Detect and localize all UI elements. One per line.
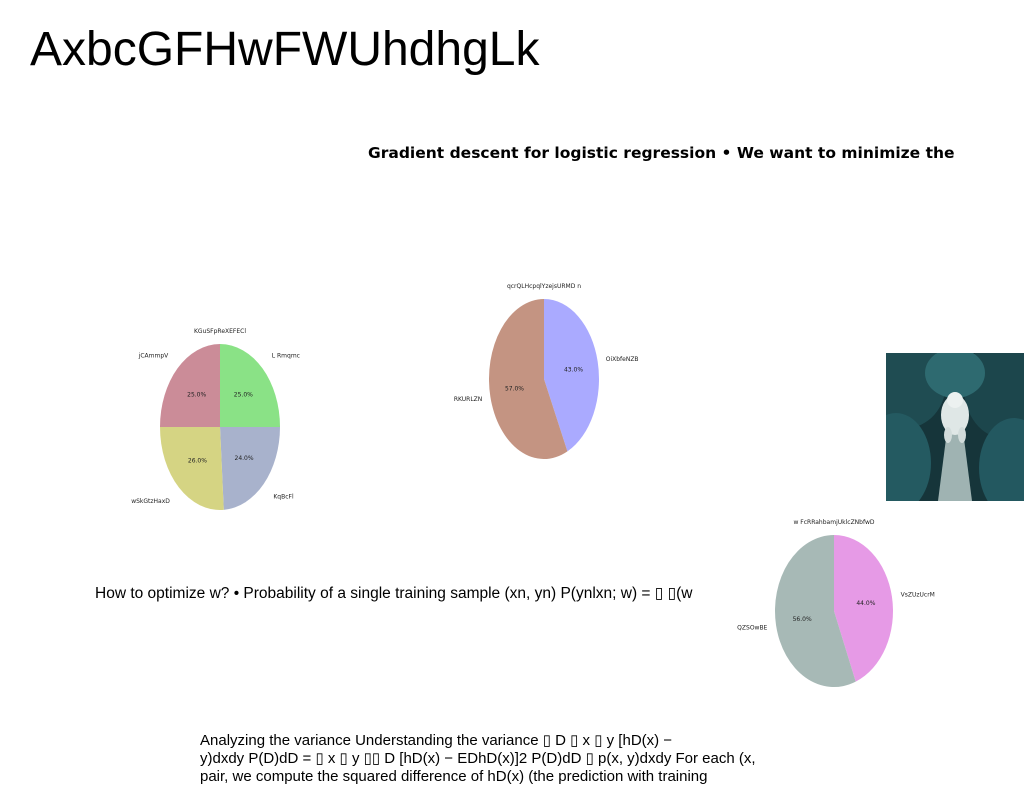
pie-chart-3: w FcRRahbamjUklcZNbfwD VsZUzUcrM 44.0% QZSO…: [737, 519, 935, 687]
body-text-1: How to optimize w? • Probability of a si…: [95, 585, 693, 602]
pie-chart-1: KGuSFpReXEFECl L Rmqmc 25.0% KqBcFl 24.0% wSk…: [131, 328, 300, 510]
pie-slice-label: jCAmmpV: [138, 352, 169, 359]
body-text-2-line: y)dxdy P(D)dD = ▯ x ▯ y ▯▯ D [hD(x) − ED…: [200, 750, 756, 767]
pie-slice: [834, 535, 893, 682]
pie-title: KGuSFpReXEFECl: [194, 328, 246, 335]
pie-value-label: 24.0%: [235, 455, 254, 462]
pie-slice-label: OiXbfeNZB: [606, 356, 639, 363]
slide-subtitle: Gradient descent for logistic regression…: [368, 144, 955, 162]
pie-value-label: 44.0%: [856, 600, 875, 607]
body-text-2-line: Analyzing the variance Understanding the…: [200, 732, 673, 749]
pie-value-label: 26.0%: [188, 457, 207, 464]
pie-slice-label: RKURLZN: [454, 396, 482, 403]
pie-slice-label: L Rmqmc: [272, 352, 300, 359]
slide-title: AxbcGFHwFWUhdhgLk: [30, 23, 540, 76]
pie-value-label: 57.0%: [505, 386, 524, 393]
body-text-2-line: pair, we compute the squared difference …: [200, 768, 708, 785]
pie-value-label: 43.0%: [564, 366, 583, 373]
pie-value-label: 25.0%: [187, 392, 206, 399]
dog-photo: [886, 353, 1024, 501]
pie-value-label: 25.0%: [234, 392, 253, 399]
pie-slice: [160, 427, 224, 510]
pie-slice: [544, 299, 599, 452]
pie-slice: [220, 344, 280, 427]
pie-slice: [220, 427, 280, 510]
pie-slice-label: QZSOwBE: [737, 624, 767, 631]
pie-slice-label: VsZUzUcrM: [901, 592, 935, 599]
pie-slice: [489, 299, 568, 459]
pie-slice: [775, 535, 856, 687]
pie-slice: [160, 344, 220, 427]
pie-slice-label: KqBcFl: [273, 493, 294, 500]
pie-title: w FcRRahbamjUklcZNbfwD: [793, 519, 874, 526]
pie-chart-2: qcrQLHcpqlYzejsURMD n OiXbfeNZB 43.0% RKURL…: [454, 283, 639, 459]
body-text-2: Analyzing the variance Understanding the…: [200, 732, 800, 786]
pie-slice-label: wSkGtzHaxD: [131, 498, 170, 505]
pie-value-label: 56.0%: [793, 616, 812, 623]
pie-title: qcrQLHcpqlYzejsURMD n: [507, 283, 581, 290]
